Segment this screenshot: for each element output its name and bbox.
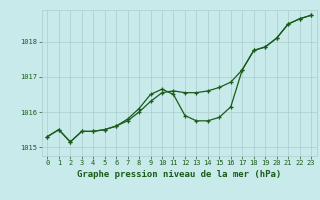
X-axis label: Graphe pression niveau de la mer (hPa): Graphe pression niveau de la mer (hPa) [77,170,281,179]
